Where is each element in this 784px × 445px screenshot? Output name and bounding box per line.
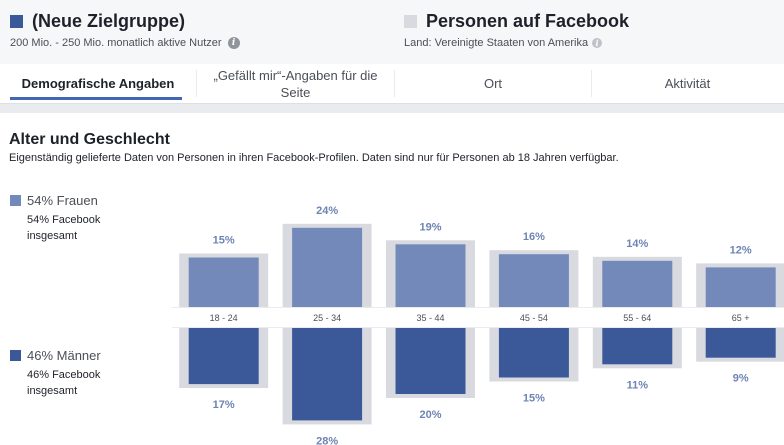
women-legend-title: 54% Frauen [27, 193, 98, 208]
women-value-label: 24% [316, 205, 338, 217]
section-description: Eigenständig gelieferte Daten von Person… [9, 152, 619, 164]
bar-men [188, 328, 259, 385]
bar-men [705, 328, 776, 358]
bar-men [498, 328, 569, 378]
men-value-label: 20% [419, 409, 441, 421]
age-tick-label: 25 - 34 [313, 313, 341, 323]
women-value-label: 15% [213, 235, 235, 247]
bar-women [395, 244, 466, 307]
bar-men [292, 328, 363, 421]
section-gap [0, 104, 784, 113]
tab-label: Demografische Angaben [21, 76, 175, 91]
legend-men: 46% Männer 46% Facebook insgesamt [10, 348, 127, 399]
tab-label: Aktivität [664, 76, 711, 91]
age-axis-band [172, 307, 784, 328]
tab-divider [394, 70, 395, 97]
men-legend-title: 46% Männer [27, 348, 101, 363]
women-legend-sub: 54% Facebook insgesamt [27, 214, 101, 242]
selected-audience-swatch [10, 15, 23, 28]
bar-men [395, 328, 466, 394]
women-value-label: 14% [626, 238, 648, 250]
women-swatch [10, 195, 21, 206]
selected-audience-title: (Neue Zielgruppe) [32, 11, 186, 31]
audience-header: (Neue Zielgruppe) 200 Mio. - 250 Mio. mo… [0, 0, 784, 64]
bar-women [498, 254, 569, 307]
tab-label: „Gefällt mir“-Angaben für die Seite [213, 67, 378, 100]
tab-activity[interactable]: Aktivität [592, 64, 783, 103]
age-tick-label: 55 - 64 [623, 313, 651, 323]
age-tick-label: 45 - 54 [520, 313, 548, 323]
women-value-label: 12% [730, 244, 752, 256]
legend-women: 54% Frauen 54% Facebook insgesamt [10, 193, 127, 244]
tab-bar: Demografische Angaben „Gefällt mir“-Anga… [0, 64, 784, 104]
tab-page-likes[interactable]: „Gefällt mir“-Angaben für die Seite [197, 64, 394, 103]
age-tick-label: 18 - 24 [210, 313, 238, 323]
bar-women [705, 267, 776, 307]
age-tick-label: 65 + [732, 313, 750, 323]
men-legend-sub: 46% Facebook insgesamt [27, 369, 101, 397]
compare-audience-location: Land: Vereinigte Staaten von Amerika [404, 37, 589, 49]
men-value-label: 15% [523, 393, 545, 405]
tab-divider [591, 70, 592, 97]
tab-divider [196, 70, 197, 97]
tab-location[interactable]: Ort [395, 64, 591, 103]
selected-audience-size: 200 Mio. - 250 Mio. monatlich aktive Nut… [10, 37, 222, 49]
compare-audience-swatch [404, 15, 417, 28]
info-icon[interactable]: i [227, 37, 240, 49]
tab-demographics[interactable]: Demografische Angaben [0, 64, 196, 103]
women-value-label: 19% [419, 221, 441, 233]
compare-audience-title: Personen auf Facebook [426, 11, 630, 31]
info-icon[interactable]: i [592, 38, 603, 48]
bar-women [292, 227, 363, 307]
men-swatch [10, 350, 21, 361]
men-value-label: 9% [733, 373, 749, 385]
age-tick-label: 35 - 44 [416, 313, 444, 323]
compare-audience: Personen auf Facebook Land: Vereinigte S… [404, 11, 629, 49]
women-value-label: 16% [523, 231, 545, 243]
selected-audience: (Neue Zielgruppe) 200 Mio. - 250 Mio. mo… [10, 11, 240, 49]
men-value-label: 17% [213, 399, 235, 411]
bar-women [602, 260, 673, 307]
men-value-label: 28% [316, 435, 338, 445]
bar-women [188, 257, 259, 307]
men-value-label: 11% [627, 379, 649, 391]
tab-label: Ort [483, 76, 503, 91]
bar-men [602, 328, 673, 365]
section-title: Alter und Geschlecht [9, 131, 170, 148]
